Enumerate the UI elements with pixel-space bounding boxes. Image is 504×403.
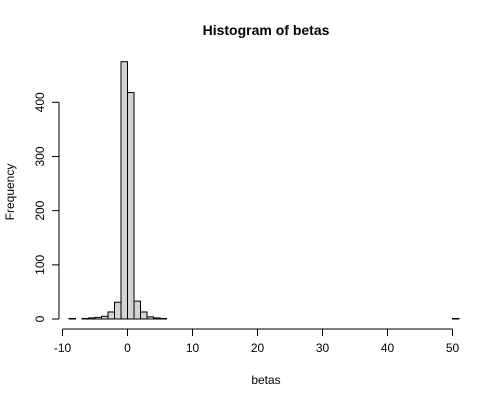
- y-tick-label: 100: [33, 255, 47, 275]
- histogram-bar: [114, 301, 122, 320]
- x-axis: -10 0 10 20 30 40 50: [54, 328, 460, 355]
- histogram-bar: [94, 316, 102, 320]
- histogram-bar: [452, 317, 460, 320]
- histogram-bar: [107, 311, 115, 320]
- chart-title: Histogram of betas: [203, 22, 330, 38]
- x-tick-label: 0: [124, 341, 131, 355]
- x-axis-label: betas: [251, 373, 280, 387]
- y-axis: 0 100 200 300 400: [33, 92, 60, 322]
- y-tick-label: 200: [33, 200, 47, 220]
- histogram-bar: [140, 311, 148, 320]
- histogram-bar: [68, 317, 76, 320]
- histogram-bar: [133, 300, 141, 320]
- y-tick-label: 300: [33, 146, 47, 166]
- bars-group: [68, 61, 460, 320]
- histogram-bar: [153, 317, 161, 320]
- y-tick-label: 400: [33, 92, 47, 112]
- y-axis-label: Frequency: [3, 164, 17, 221]
- histogram-bar: [101, 315, 109, 320]
- histogram-bar: [159, 317, 167, 320]
- histogram-bar: [88, 317, 96, 320]
- x-tick-label: -10: [54, 341, 72, 355]
- x-tick-label: 20: [251, 341, 265, 355]
- histogram-bar: [127, 92, 135, 320]
- x-tick-label: 30: [316, 341, 330, 355]
- y-tick-label: 0: [33, 315, 47, 322]
- histogram-bar: [120, 61, 128, 320]
- histogram-bar: [146, 316, 154, 320]
- x-tick-label: 50: [446, 341, 460, 355]
- x-tick-label: 40: [381, 341, 395, 355]
- x-tick-label: 10: [186, 341, 200, 355]
- histogram-bar: [81, 317, 89, 320]
